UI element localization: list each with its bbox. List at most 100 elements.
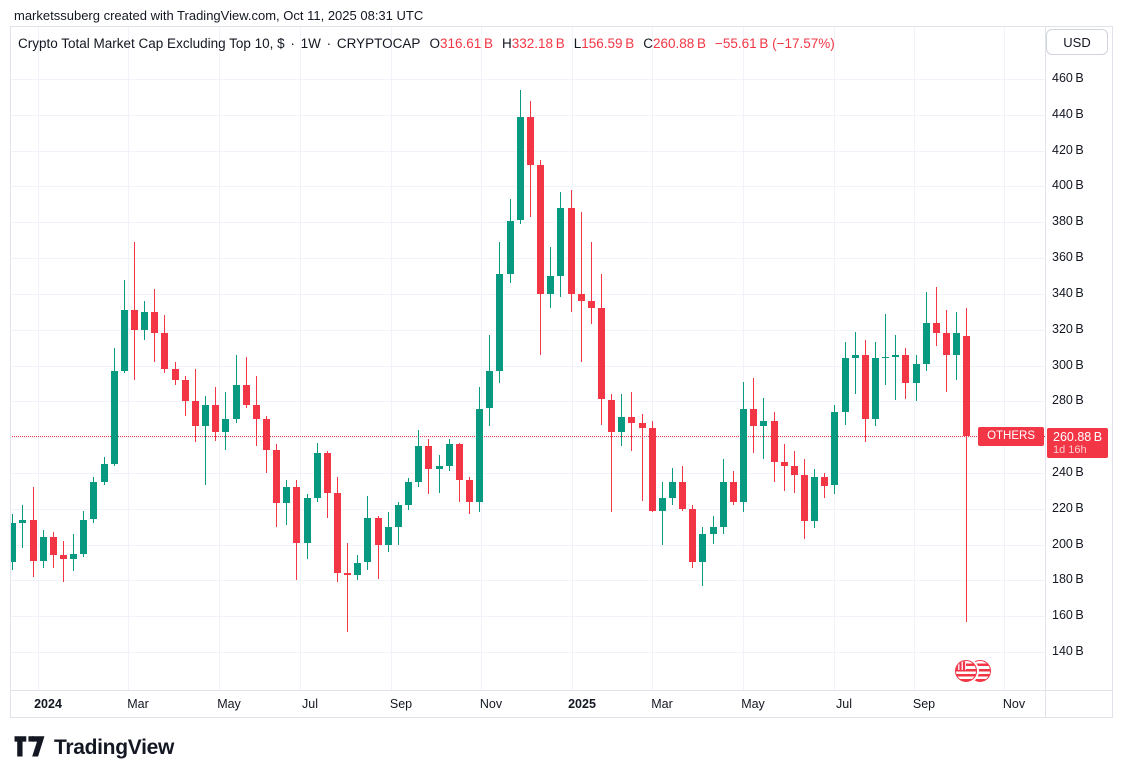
time-gridline [391, 26, 392, 690]
symbol-title[interactable]: Crypto Total Market Cap Excluding Top 10… [18, 36, 285, 51]
candlestick-up [283, 487, 291, 504]
candlestick-down [577, 293, 585, 302]
candle-wick-down [611, 394, 613, 513]
time-axis[interactable]: 2024 Mar May Jul Sep Nov 2025 Mar May Jul Sep Nov [10, 691, 1113, 718]
candlestick-up [354, 562, 362, 575]
time-gridline [834, 26, 835, 690]
time-gridline [300, 26, 301, 690]
candlestick-down [425, 446, 433, 470]
open-value: 316.61 B [439, 36, 493, 51]
high-value: 332.18 B [511, 36, 565, 51]
price-gridline [10, 580, 1045, 582]
time-gridline [914, 26, 915, 690]
candle-wick-up [661, 481, 663, 545]
candlestick-down [770, 421, 778, 463]
price-tick-label: 240 B [1052, 464, 1084, 479]
price-tick-label: 360 B [1052, 250, 1084, 265]
candlestick-down [242, 385, 250, 405]
candle-wick-up [438, 455, 440, 493]
price-tick-label: 220 B [1052, 500, 1084, 515]
price-gridline [10, 652, 1045, 653]
chart-legend: Crypto Total Market Cap Excluding Top 10… [18, 36, 835, 51]
economic-event-flags-icon[interactable] [955, 660, 993, 684]
candle-wick-up [73, 533, 75, 572]
low-value: 156.59 B [581, 36, 635, 51]
tradingview-logo-text: TradingView [54, 736, 175, 759]
candlestick-down [161, 333, 169, 370]
candle-wick-up [854, 331, 856, 395]
candlestick-up [303, 498, 311, 543]
legend-separator-dot: · [322, 36, 335, 51]
candlestick-up [709, 526, 717, 534]
candlestick-down [800, 474, 808, 522]
candlestick-up [496, 274, 504, 371]
candlestick-down [608, 399, 616, 432]
time-gridline [652, 26, 653, 690]
time-tick-label: Mar [651, 697, 673, 711]
price-axis[interactable]: 460 B 440 B 420 B 400 B 380 B 360 B 340 B 320 B… [1046, 26, 1123, 690]
interval-label[interactable]: 1W [300, 36, 321, 51]
change-value: −55.61 B (−17.57%) [714, 36, 835, 51]
candlestick-up [506, 220, 514, 275]
candlestick-down [455, 444, 463, 481]
price-gridline [10, 508, 1045, 510]
candlestick-up [384, 526, 392, 545]
price-gridline [10, 472, 1045, 474]
candlestick-up [516, 116, 524, 221]
price-tick-label: 140 B [1052, 644, 1084, 658]
candlestick-down [344, 573, 352, 575]
candlestick-up [232, 385, 240, 420]
candle-wick-down [966, 307, 968, 623]
candlestick-down [943, 333, 950, 355]
candlestick-up [831, 412, 839, 486]
candlestick-up [760, 421, 768, 427]
candlestick-up [851, 354, 859, 359]
currency-toggle-button[interactable]: USD [1046, 29, 1108, 55]
price-gridline [10, 544, 1045, 546]
candle-wick-down [347, 542, 349, 633]
candlestick-down [212, 404, 220, 432]
candle-wick-up [22, 505, 24, 549]
candlestick-up [811, 476, 819, 522]
candlestick-down [963, 335, 971, 436]
candlestick-down [648, 428, 656, 511]
candlestick-down [323, 453, 331, 493]
time-gridline [743, 26, 744, 690]
tradingview-branding[interactable]: TradingView [14, 733, 174, 763]
price-tick-label: 200 B [1052, 536, 1084, 551]
time-tick-label: Nov [1002, 697, 1026, 711]
candlestick-up [669, 481, 676, 498]
candlestick-down [273, 449, 281, 504]
price-gridline [10, 616, 1045, 618]
price-tick-label: 160 B [1052, 608, 1084, 623]
time-gridline [1004, 26, 1005, 690]
price-gridline [10, 401, 1045, 403]
candlestick-up [222, 419, 230, 432]
candlestick-down [181, 379, 189, 402]
candlestick-down [587, 301, 595, 309]
candlestick-down [597, 308, 605, 400]
candle-wick-down [935, 286, 937, 346]
legend-separator-dot: · [286, 36, 299, 51]
price-gridline [10, 293, 1045, 295]
price-gridline [10, 365, 1045, 367]
time-gridline [128, 26, 129, 690]
candlestick-down [679, 481, 687, 509]
candle-wick-up [895, 335, 897, 400]
exchange-label[interactable]: CRYPTOCAP [336, 36, 421, 51]
candlestick-up [912, 363, 920, 384]
candlestick-up [557, 207, 565, 276]
candlestick-down [750, 408, 758, 427]
time-tick-label: Sep [912, 697, 936, 711]
candlestick-up [547, 276, 555, 294]
time-tick-label: 2025 [568, 697, 596, 711]
candlestick-up [719, 481, 727, 527]
time-tick-label: May [217, 697, 241, 711]
chart-pane[interactable] [10, 26, 1045, 690]
tradingview-logo-icon [14, 736, 45, 757]
candle-wick-down [245, 356, 247, 409]
candle-wick-up [763, 397, 765, 459]
candle-wick-down [377, 515, 379, 579]
candlestick-down [293, 487, 301, 543]
candlestick-down [131, 310, 138, 330]
